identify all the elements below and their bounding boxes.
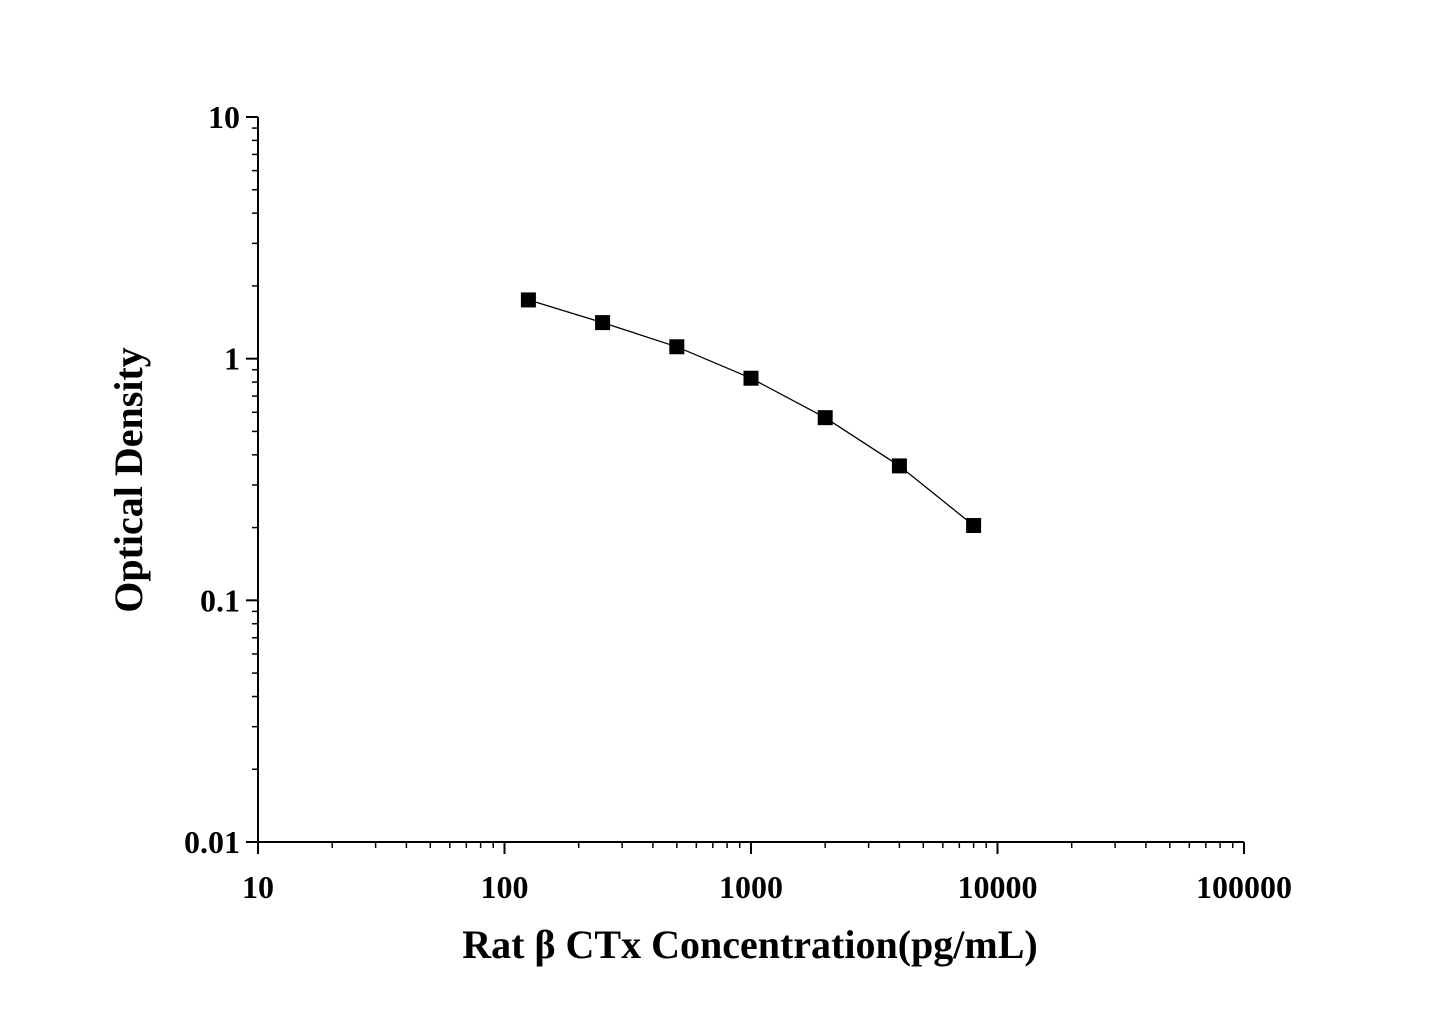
ticks: 10 100 1000 10000 100000 0.01 0.1 1 10 [184,99,1292,905]
series-line [528,299,975,527]
x-tick-label: 1000 [719,869,783,905]
y-tick-label: 0.01 [184,824,240,860]
data-point [595,315,611,331]
data-point [743,370,759,386]
data-point [891,458,907,474]
axes [257,117,1244,843]
series [520,292,982,534]
x-axis-label: Rat β CTx Concentration(pg/mL) [462,922,1038,967]
x-tick-label: 10 [242,869,274,905]
data-point [966,518,982,534]
y-tick-label: 10 [208,99,240,135]
x-tick-label: 10000 [958,869,1038,905]
y-axis-label: Optical Density [106,347,151,613]
y-tick-label: 0.1 [200,582,240,618]
x-tick-label: 100 [481,869,529,905]
data-point [817,410,833,426]
data-point [520,292,536,308]
y-tick-label: 1 [224,341,240,377]
x-tick-label: 100000 [1196,869,1292,905]
data-point [669,339,685,355]
